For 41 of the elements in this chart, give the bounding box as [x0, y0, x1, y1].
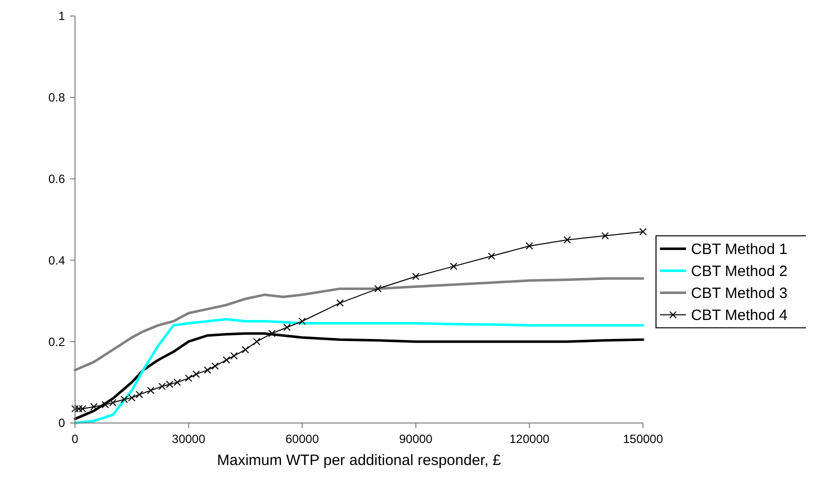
y-tick-label: 0 [58, 416, 66, 430]
x-tick-label: 0 [72, 432, 79, 446]
point [374, 284, 382, 292]
y-tick-label: 0.6 [48, 172, 66, 186]
legend-label: CBT Method 4 [691, 307, 788, 324]
point [204, 366, 212, 374]
point [639, 228, 647, 236]
point [601, 232, 609, 240]
x-axis-title: Maximum WTP per additional responder, £ [216, 452, 502, 469]
point [564, 236, 571, 244]
point [488, 252, 496, 260]
x-tick-label: 120000 [509, 432, 550, 446]
legend-label: CBT Method 1 [691, 241, 788, 258]
point [450, 262, 458, 270]
point [412, 272, 420, 280]
legend-label: CBT Method 3 [691, 285, 788, 302]
y-tick-label: 0.8 [48, 90, 66, 105]
point [526, 242, 534, 250]
point [253, 338, 260, 346]
y-tick-label: 0.4 [48, 253, 66, 268]
point [336, 299, 344, 307]
x-tick-label: 30000 [172, 432, 206, 446]
point [75, 405, 82, 412]
legend-label: CBT Method 2 [691, 263, 788, 280]
point [136, 390, 144, 398]
x-tick-label: 150000 [622, 432, 664, 446]
point [211, 362, 219, 370]
point [268, 330, 276, 338]
point [147, 386, 154, 394]
point [184, 374, 192, 382]
point [298, 318, 306, 325]
point [242, 346, 250, 354]
x-tick-label: 90000 [399, 432, 433, 446]
point [222, 356, 230, 364]
point [283, 324, 291, 332]
point [230, 352, 238, 360]
x-tick-label: 60000 [286, 432, 320, 446]
y-tick-label: 1 [58, 9, 66, 24]
point [90, 403, 98, 410]
y-tick-label: 0.2 [48, 334, 66, 349]
point [192, 370, 200, 378]
